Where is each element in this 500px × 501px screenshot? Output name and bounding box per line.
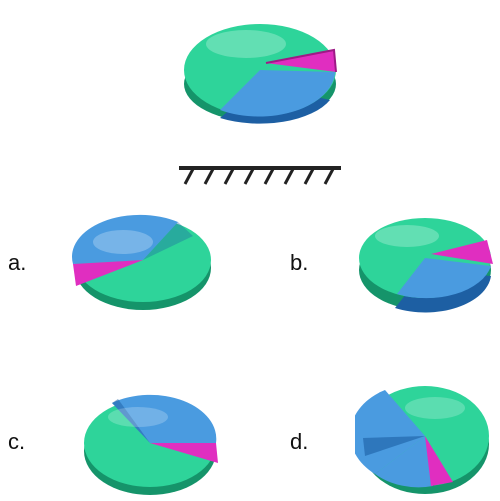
mirror-hatch-icon (179, 166, 341, 185)
option-d-pie[interactable] (355, 378, 500, 500)
option-b-pie[interactable] (355, 208, 500, 318)
option-c-label: c. (8, 429, 26, 454)
option-a-pie[interactable] (68, 208, 218, 318)
blue-slice (220, 70, 335, 117)
option-b-label: b. (290, 250, 309, 275)
option-a-label: a. (8, 250, 27, 275)
option-c-pie[interactable] (78, 385, 228, 501)
magenta-slice (266, 50, 336, 72)
option-d-label: d. (290, 429, 309, 454)
original-pie-figure (184, 24, 337, 124)
